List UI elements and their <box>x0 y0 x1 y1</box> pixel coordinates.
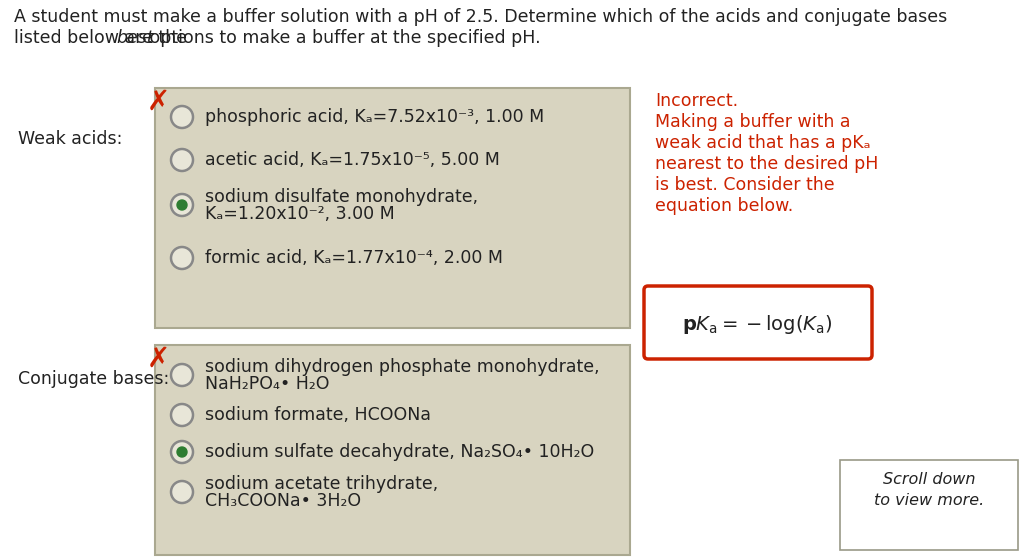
Circle shape <box>171 194 193 216</box>
Circle shape <box>171 106 193 128</box>
Circle shape <box>171 149 193 171</box>
Circle shape <box>171 441 193 463</box>
Text: best: best <box>116 29 154 47</box>
Text: NaH₂PO₄• H₂O: NaH₂PO₄• H₂O <box>205 375 330 393</box>
Text: sodium dihydrogen phosphate monohydrate,: sodium dihydrogen phosphate monohydrate, <box>205 358 600 376</box>
Circle shape <box>171 404 193 426</box>
Text: Incorrect.: Incorrect. <box>655 92 738 110</box>
Text: options to make a buffer at the specified pH.: options to make a buffer at the specifie… <box>144 29 541 47</box>
Circle shape <box>177 200 187 210</box>
Text: Weak acids:: Weak acids: <box>18 130 123 148</box>
Text: phosphoric acid, Kₐ=7.52x10⁻³, 1.00 M: phosphoric acid, Kₐ=7.52x10⁻³, 1.00 M <box>205 108 544 126</box>
Circle shape <box>171 364 193 386</box>
FancyBboxPatch shape <box>840 460 1018 550</box>
Text: weak acid that has a pKₐ: weak acid that has a pKₐ <box>655 134 870 152</box>
Text: nearest to the desired pH: nearest to the desired pH <box>655 155 879 173</box>
Text: A student must make a buffer solution with a pH of 2.5. Determine which of the a: A student must make a buffer solution wi… <box>14 8 947 26</box>
Text: listed below are the: listed below are the <box>14 29 193 47</box>
Text: formic acid, Kₐ=1.77x10⁻⁴, 2.00 M: formic acid, Kₐ=1.77x10⁻⁴, 2.00 M <box>205 249 503 267</box>
Text: equation below.: equation below. <box>655 197 794 215</box>
Text: $\mathbf{p}K_\mathrm{a} = -\log\!\left(K_\mathrm{a}\right)$: $\mathbf{p}K_\mathrm{a} = -\log\!\left(K… <box>682 314 833 337</box>
Text: Making a buffer with a: Making a buffer with a <box>655 113 851 131</box>
Text: acetic acid, Kₐ=1.75x10⁻⁵, 5.00 M: acetic acid, Kₐ=1.75x10⁻⁵, 5.00 M <box>205 151 500 169</box>
Text: CH₃COONa• 3H₂O: CH₃COONa• 3H₂O <box>205 492 361 510</box>
Circle shape <box>177 447 187 457</box>
Circle shape <box>171 481 193 503</box>
FancyBboxPatch shape <box>155 345 630 555</box>
Text: Conjugate bases:: Conjugate bases: <box>18 370 169 388</box>
Text: ✗: ✗ <box>147 88 170 116</box>
Text: sodium formate, HCOONa: sodium formate, HCOONa <box>205 406 431 424</box>
Text: Scroll down
to view more.: Scroll down to view more. <box>873 472 984 508</box>
Circle shape <box>171 247 193 269</box>
Text: sodium sulfate decahydrate, Na₂SO₄• 10H₂O: sodium sulfate decahydrate, Na₂SO₄• 10H₂… <box>205 443 594 461</box>
Text: sodium acetate trihydrate,: sodium acetate trihydrate, <box>205 475 438 493</box>
Text: is best. Consider the: is best. Consider the <box>655 176 835 194</box>
FancyBboxPatch shape <box>155 88 630 328</box>
FancyBboxPatch shape <box>644 286 872 359</box>
Text: sodium disulfate monohydrate,: sodium disulfate monohydrate, <box>205 188 478 206</box>
Text: ✗: ✗ <box>147 345 170 373</box>
Text: Kₐ=1.20x10⁻², 3.00 M: Kₐ=1.20x10⁻², 3.00 M <box>205 205 394 223</box>
